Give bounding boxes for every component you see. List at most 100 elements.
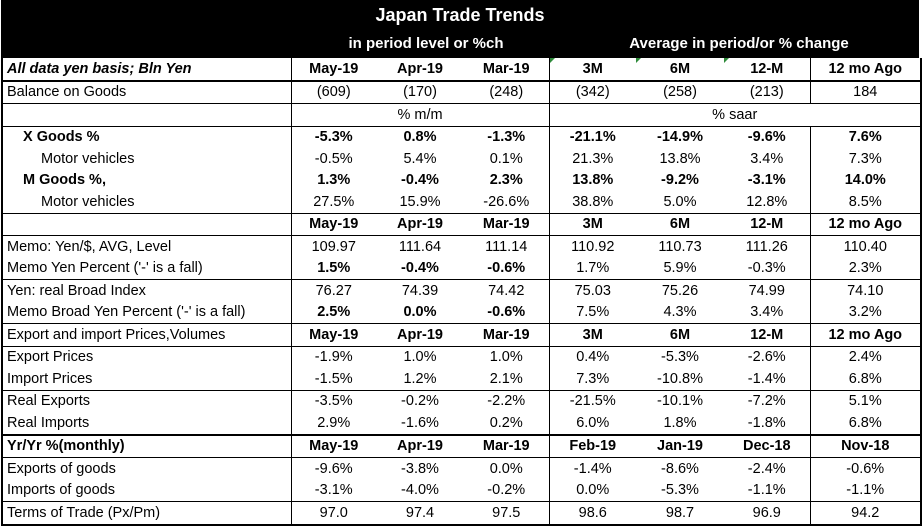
cell: -3.1% [290, 479, 376, 502]
header-row: May-19 Apr-19 Mar-19 3M 6M 12-M 12 mo Ag… [1, 212, 922, 236]
cell: -1.1% [747, 482, 786, 499]
cell: 96.9 [724, 501, 810, 526]
cell: -3.1% [747, 172, 786, 189]
cell: -0.2% [376, 389, 464, 412]
row-label: Real Imports [1, 412, 291, 435]
cell: -1.1% [809, 479, 922, 502]
cell: -10.8% [657, 370, 703, 387]
table-row: M Goods %, 1.3% -0.4% 2.3% 13.8% -9.2% -… [1, 169, 922, 191]
row-label: Export Prices [1, 345, 291, 368]
cell: -1.4% [747, 370, 786, 387]
cell: -1.3% [464, 125, 549, 148]
cell: -1.6% [401, 414, 439, 431]
cell: 75.03 [548, 279, 636, 302]
units-saar: % saar [548, 103, 922, 126]
cell: 110.92 [548, 235, 636, 258]
header-col: May-19 [290, 58, 376, 82]
cell: 3.4% [750, 150, 784, 167]
table-row: Memo Broad Yen Percent ('-' is a fall) 2… [1, 301, 922, 324]
cell: -21.1% [548, 125, 636, 148]
cell: 74.10 [809, 279, 922, 302]
cell: 74.42 [464, 279, 549, 302]
row-label: Import Prices [1, 368, 291, 390]
table-row: Terms of Trade (Px/Pm) 97.0 97.4 97.5 98… [1, 501, 922, 526]
cell: 7.3% [548, 368, 636, 390]
cell: 2.3% [489, 172, 523, 189]
table-row: X Goods % -5.3% 0.8% -1.3% -21.1% -14.9%… [1, 125, 922, 148]
table-row: Real Imports 2.9% -1.6% 0.2% 6.0% 1.8% -… [1, 412, 922, 435]
row-label: Exports of goods [1, 457, 291, 480]
cell: -7.2% [724, 389, 810, 412]
cell: -0.2% [487, 482, 526, 499]
cell: -26.6% [483, 193, 530, 210]
cell: -9.6% [724, 125, 810, 148]
table-row: Real Exports -3.5% -0.2% -2.2% -21.5% -1… [1, 389, 922, 412]
cell: 75.26 [636, 279, 724, 302]
trade-table: All data yen basis; Bln Yen May-19 Apr-1… [1, 58, 922, 526]
header-row: Yr/Yr %(monthly) May-19 Apr-19 Mar-19 Fe… [1, 433, 922, 458]
cell: 1.5% [290, 257, 376, 280]
units-mm: % m/m [290, 103, 549, 126]
cell: -5.3% [290, 125, 376, 148]
row-label: Motor vehicles [1, 148, 291, 170]
header-col: 12-M [724, 212, 810, 236]
cell: 38.8% [548, 191, 636, 213]
table-row: Yen: real Broad Index 76.27 74.39 74.42 … [1, 279, 922, 302]
cell: 6.8% [809, 412, 922, 435]
cell: 5.4% [403, 150, 437, 167]
cell: -0.6% [487, 304, 526, 321]
cell: 0.0% [464, 457, 549, 480]
cell: 97.0 [290, 501, 376, 526]
table-row: Export Prices -1.9% 1.0% 1.0% 0.4% -5.3%… [1, 345, 922, 368]
cell: 14.0% [809, 169, 922, 191]
cell: 0.0% [548, 479, 636, 502]
cell: -0.3% [747, 260, 786, 277]
header-col: Mar-19 [464, 58, 549, 82]
row-label: Imports of goods [1, 479, 291, 502]
row-label: Memo Yen Percent ('-' is a fall) [1, 257, 291, 280]
cell: -21.5% [548, 389, 636, 412]
table-row: Motor vehicles 27.5% 15.9% -26.6% 38.8% … [1, 191, 922, 213]
cell: 0.4% [548, 345, 636, 368]
cell: -8.6% [636, 457, 724, 480]
header-col: 12 mo Ago [809, 323, 922, 346]
cell: 97.4 [376, 501, 464, 526]
header-col: 12-M [724, 58, 810, 82]
cell: 6.0% [548, 412, 636, 435]
cell: -2.2% [464, 389, 549, 412]
cell: 15.9% [399, 193, 441, 210]
header-col: May-19 [290, 323, 376, 346]
cell: -0.6% [809, 457, 922, 480]
row-label: Balance on Goods [1, 80, 291, 104]
cell: -1.8% [747, 414, 786, 431]
cell: -2.4% [724, 457, 810, 480]
cell: 1.8% [663, 414, 697, 431]
header-label: All data yen basis; Bln Yen [1, 58, 291, 82]
cell [1, 103, 291, 126]
cell: 109.97 [290, 235, 376, 258]
row-label: X Goods % [1, 125, 291, 148]
header-col: Apr-19 [376, 58, 464, 82]
cell: 7.5% [548, 301, 636, 324]
cell: 184 [809, 80, 922, 104]
header-col: Dec-18 [724, 433, 810, 458]
table-row: Import Prices -1.5% 1.2% 2.1% 7.3% -10.8… [1, 368, 922, 390]
cell: 1.7% [548, 257, 636, 280]
header-col: 6M [636, 58, 724, 82]
header-row: Export and import Prices,Volumes May-19 … [1, 323, 922, 346]
title-bar: Japan Trade Trends in period level or %c… [1, 0, 919, 58]
header-col: 3M [548, 323, 636, 346]
header-col: 12 mo Ago [809, 58, 922, 82]
header-col: 3M [548, 212, 636, 236]
cell: 0.2% [489, 414, 523, 431]
table-row: Balance on Goods (609) (170) (248) (342)… [1, 80, 922, 104]
header-col: 6M [636, 212, 724, 236]
cell: 2.9% [290, 412, 376, 435]
subtitle-left: in period level or %ch [348, 35, 504, 52]
cell: (342) [548, 80, 636, 104]
cell: 7.6% [809, 125, 922, 148]
cell: -14.9% [636, 125, 724, 148]
header-col: 12-M [724, 323, 810, 346]
row-label: Memo: Yen/$, AVG, Level [1, 235, 291, 258]
